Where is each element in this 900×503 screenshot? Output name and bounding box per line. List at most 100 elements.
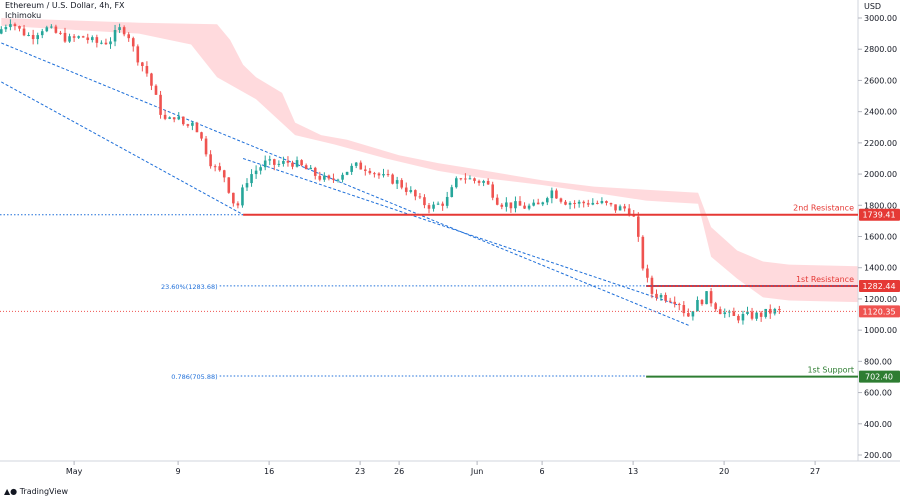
candle-body [441, 203, 444, 206]
candle-body [218, 166, 221, 171]
candle-body [395, 180, 399, 184]
candle-body [273, 159, 276, 165]
candle-body [468, 178, 472, 180]
y-tick-label: 200.00 [864, 451, 892, 460]
candle-body [505, 202, 508, 207]
candle-body [536, 202, 540, 205]
candle-body [191, 122, 194, 126]
candle-body [668, 300, 672, 302]
candle-body [204, 138, 208, 155]
candle-body [609, 202, 613, 205]
tradingview-logo[interactable]: ▲● TradingView [4, 487, 68, 496]
candle-body [555, 190, 558, 199]
candle-body [364, 169, 367, 171]
candle-body [659, 294, 663, 298]
x-tick-label: Jun [470, 467, 484, 476]
candle-body [22, 28, 26, 36]
candle-body [627, 208, 631, 215]
candle-body [759, 312, 763, 317]
candle-body [450, 187, 454, 197]
candle-body [300, 160, 303, 166]
candle-body [486, 180, 490, 185]
candle-body [182, 116, 185, 125]
trend-line[interactable] [242, 157, 679, 306]
candle-body [45, 27, 49, 32]
candle-body [27, 34, 30, 36]
candle-body [559, 198, 563, 202]
candle-body [687, 313, 690, 317]
candle-body [145, 65, 149, 74]
trend-line[interactable] [1, 81, 244, 216]
candle-body [404, 187, 408, 192]
candle-body [131, 38, 135, 47]
candle-body [750, 311, 754, 319]
candle-body [154, 85, 158, 95]
candle-body [268, 159, 272, 161]
candle-body [254, 170, 258, 175]
x-tick-label: May [66, 467, 83, 476]
y-tick-label: 1200.00 [864, 295, 897, 304]
candle-body [728, 311, 731, 313]
candle-body [709, 291, 713, 304]
y-tick-label: 800.00 [864, 357, 892, 366]
candle-body [241, 187, 244, 206]
candle-body [414, 190, 417, 197]
candle-body [568, 202, 572, 205]
x-tick-label: 26 [394, 467, 404, 476]
fib-label-0-786: 0.786(705.88) [171, 373, 217, 381]
candle-body [104, 42, 108, 45]
price-badge-text: 1739.41 [862, 211, 895, 220]
candle-body [464, 178, 467, 180]
candle-body [277, 163, 281, 165]
candle-body [700, 300, 704, 305]
candle-body [368, 170, 372, 174]
trend-line[interactable] [1, 42, 690, 326]
candle-body [477, 180, 481, 183]
x-tick-label: 23 [355, 467, 365, 476]
candle-body [350, 165, 353, 172]
candle-body [313, 167, 317, 176]
candle-body [9, 24, 12, 28]
y-tick-label: 3000.00 [864, 14, 897, 23]
candle-body [723, 312, 727, 315]
candle-body [482, 180, 485, 183]
candle-body [91, 37, 94, 41]
candle-body [286, 160, 290, 163]
candle-body [323, 175, 326, 180]
candle-body [72, 36, 76, 38]
candle-body [696, 300, 699, 312]
candle-body [732, 311, 736, 316]
candle-body [309, 167, 312, 170]
candle-body [213, 166, 217, 168]
candle-body [141, 62, 144, 66]
candle-body [618, 206, 622, 211]
candle-body [118, 27, 121, 31]
candle-body [54, 26, 58, 33]
tradingview-icon: ▲● [4, 487, 18, 496]
candle-body [409, 190, 413, 192]
candle-body [677, 304, 681, 306]
candle-body [741, 313, 745, 321]
x-tick-label: 27 [810, 467, 820, 476]
candle-body [177, 116, 181, 120]
candle-body [764, 308, 767, 317]
candle-body [304, 165, 308, 170]
candle-body [586, 203, 590, 205]
candle-body [573, 202, 576, 204]
candle-body [50, 26, 53, 28]
candle-body [259, 167, 262, 171]
indicator-label[interactable]: Ichimoku [5, 11, 42, 20]
candle-body [40, 31, 44, 36]
candle-body [31, 34, 35, 40]
candle-body [546, 198, 549, 203]
candle-body [673, 301, 676, 305]
candle-body [400, 180, 403, 188]
candle-body [614, 204, 617, 211]
level-name-label: 2nd Resistance [793, 204, 854, 213]
candle-body [577, 201, 581, 204]
candle-body [159, 94, 162, 115]
candle-body [359, 162, 363, 170]
candle-body [36, 35, 39, 40]
price-badge [859, 280, 900, 293]
